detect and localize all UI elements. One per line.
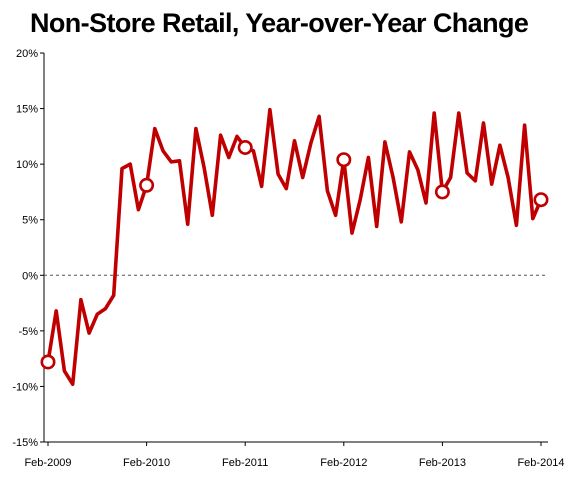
x-tick-label: Feb-2013 xyxy=(419,457,466,469)
markers xyxy=(40,139,549,370)
data-point xyxy=(531,217,535,221)
y-tick-label: 10% xyxy=(16,159,38,171)
series-line xyxy=(46,107,543,387)
data-point xyxy=(465,171,469,175)
data-point xyxy=(276,172,280,176)
y-tick-label: 5% xyxy=(22,215,38,227)
y-tick-label: 20% xyxy=(16,48,38,60)
data-point xyxy=(284,187,288,191)
data-point xyxy=(161,149,165,153)
data-point xyxy=(227,155,231,159)
data-point xyxy=(473,179,477,183)
data-point xyxy=(514,223,518,227)
data-point xyxy=(457,111,461,115)
data-point xyxy=(136,208,140,212)
y-tick-label: -15% xyxy=(12,437,38,449)
data-point xyxy=(95,312,99,316)
data-point xyxy=(194,127,198,131)
data-point xyxy=(87,331,91,335)
data-point xyxy=(408,150,412,154)
y-axis: 20% 15% 10% 5% 0% -5% -10% -15% xyxy=(12,48,548,449)
data-point xyxy=(169,160,173,164)
data-point xyxy=(219,133,223,137)
data-point xyxy=(334,213,338,217)
february-marker xyxy=(237,139,253,155)
data-point xyxy=(481,121,485,125)
data-point xyxy=(62,369,66,373)
data-point xyxy=(416,168,420,172)
february-marker xyxy=(434,184,450,200)
data-point xyxy=(112,293,116,297)
data-point xyxy=(383,140,387,144)
data-point xyxy=(366,155,370,159)
data-point xyxy=(268,108,272,112)
data-point xyxy=(432,111,436,115)
february-marker xyxy=(40,354,56,370)
data-point xyxy=(523,123,527,127)
data-point xyxy=(506,175,510,179)
x-axis: Feb-2009 Feb-2010 Feb-2011 Feb-2012 Feb-2013… xyxy=(24,441,565,469)
data-point xyxy=(358,198,362,202)
data-point xyxy=(128,162,132,166)
x-tick-label: Feb-2014 xyxy=(517,457,564,469)
data-point xyxy=(375,224,379,228)
x-tick-label: Feb-2009 xyxy=(24,457,71,469)
february-marker xyxy=(139,177,155,193)
y-tick-label: -5% xyxy=(18,326,38,338)
y-tick-label: 0% xyxy=(22,270,38,282)
data-point xyxy=(153,127,157,131)
data-point xyxy=(104,307,108,311)
data-point xyxy=(301,175,305,179)
data-point xyxy=(71,382,75,386)
data-point xyxy=(210,213,214,217)
data-point xyxy=(391,175,395,179)
data-point xyxy=(399,220,403,224)
data-point xyxy=(293,139,296,143)
data-point xyxy=(490,182,494,186)
y-tick-label: -10% xyxy=(12,381,38,393)
x-tick-label: Feb-2010 xyxy=(123,457,170,469)
x-tick-label: Feb-2011 xyxy=(222,457,268,469)
data-point xyxy=(120,167,124,171)
data-point xyxy=(498,143,502,147)
data-point xyxy=(79,298,83,302)
data-point xyxy=(449,175,453,179)
data-point xyxy=(309,141,313,145)
data-point xyxy=(202,165,206,169)
data-point xyxy=(317,114,321,118)
data-point xyxy=(54,309,58,313)
x-tick-label: Feb-2012 xyxy=(320,457,367,469)
series xyxy=(46,107,543,387)
february-marker xyxy=(336,152,352,168)
data-point xyxy=(325,189,329,193)
data-point xyxy=(186,222,190,226)
data-point xyxy=(251,149,255,153)
data-point xyxy=(424,201,428,205)
data-point xyxy=(177,159,181,163)
chart-title: Non-Store Retail, Year-over-Year Change xyxy=(30,8,529,38)
february-marker xyxy=(533,192,549,208)
y-tick-label: 15% xyxy=(16,104,38,116)
data-point xyxy=(260,184,264,188)
data-point xyxy=(235,134,239,138)
data-point xyxy=(350,231,354,235)
